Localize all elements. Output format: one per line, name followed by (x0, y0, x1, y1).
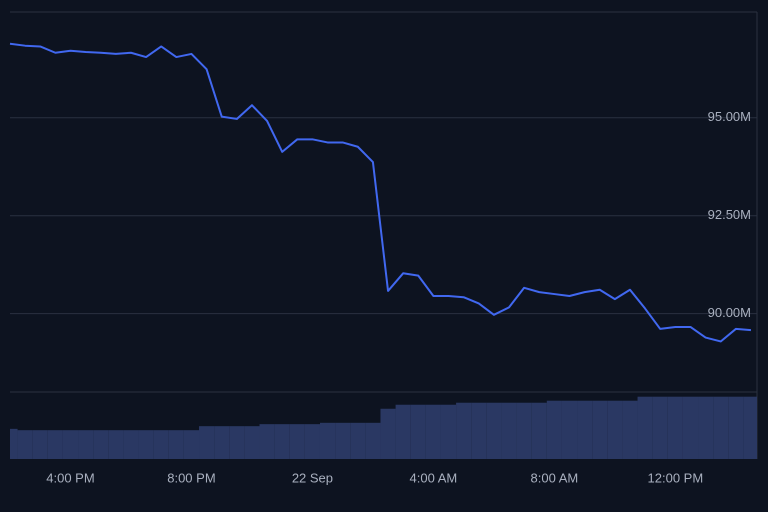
price-line (9, 42, 752, 343)
volume-bar (607, 400, 623, 459)
volume-bar (93, 430, 109, 459)
volume-bar (561, 400, 578, 459)
x-tick-label: 4:00 AM (410, 470, 458, 485)
volume-bar (410, 404, 426, 459)
volume-bar (516, 402, 532, 459)
volume-bar (47, 430, 63, 459)
volume-bar (153, 430, 169, 459)
x-tick-label: 8:00 PM (167, 470, 215, 485)
x-tick-label: 22 Sep (292, 470, 333, 485)
volume-bar (698, 396, 714, 459)
volume-bar (319, 422, 336, 459)
volume-bar (183, 430, 200, 459)
volume-bar (380, 408, 396, 459)
volume-bar (123, 430, 139, 459)
volume-bar (713, 396, 729, 459)
volume-bar (244, 426, 260, 459)
volume-bar (652, 396, 668, 459)
volume-bar (229, 426, 245, 459)
volume-bar (10, 428, 18, 459)
volume-bar (32, 430, 48, 459)
volume-bar (501, 402, 517, 459)
volume-bar (546, 400, 562, 459)
y-tick-label: 90.00M (708, 305, 751, 320)
volume-bar (138, 430, 154, 459)
volume-bar (199, 426, 215, 459)
volume-bar (214, 426, 230, 459)
volume-bar (592, 400, 608, 459)
volume-bar (425, 404, 441, 459)
x-tick-label: 8:00 AM (531, 470, 579, 485)
volume-bar (728, 396, 744, 459)
x-tick-label: 4:00 PM (46, 470, 94, 485)
volume-bar (350, 422, 366, 459)
y-tick-label: 95.00M (708, 109, 751, 124)
volume-bar (531, 402, 547, 459)
volume-bar (62, 430, 79, 459)
volume-bar (78, 430, 94, 459)
volume-bar (456, 402, 472, 459)
volume-bar (17, 430, 33, 459)
volume-bar (304, 424, 320, 459)
volume-bar (667, 396, 683, 459)
volume-bar (743, 396, 757, 459)
volume-bar (168, 430, 184, 459)
volume-bar (440, 404, 457, 459)
volume-bar (108, 430, 124, 459)
y-tick-label: 92.50M (708, 207, 751, 222)
volume-bar (259, 424, 275, 459)
volume-bar (637, 396, 653, 459)
volume-bar (289, 424, 305, 459)
volume-bar (365, 422, 381, 459)
x-tick-label: 12:00 PM (648, 470, 704, 485)
volume-bar (274, 424, 290, 459)
volume-bar (486, 402, 502, 459)
volume-bar (682, 396, 699, 459)
volume-bar (395, 404, 411, 459)
volume-bar (622, 400, 638, 459)
volume-bar (335, 422, 351, 459)
volume-bar (471, 402, 487, 459)
volume-bar (577, 400, 593, 459)
